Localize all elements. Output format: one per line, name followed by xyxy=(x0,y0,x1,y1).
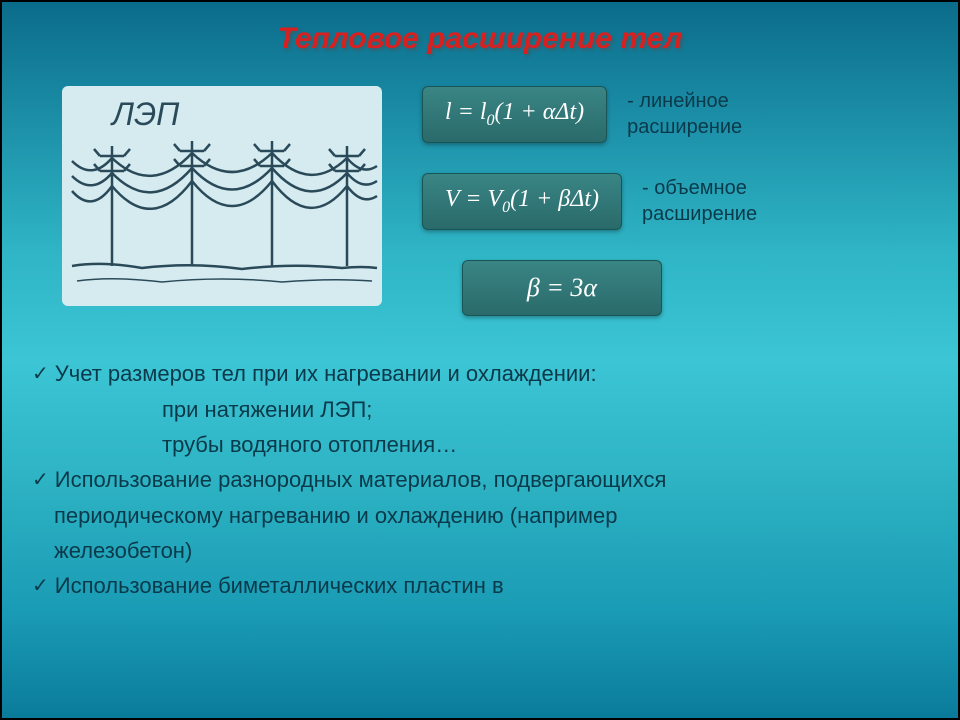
check-icon: ✓ xyxy=(32,462,49,498)
formula-linear: l = l0(1 + αΔt) xyxy=(422,86,607,143)
slide-title: Тепловое расширение тел xyxy=(2,2,958,56)
check-icon: ✓ xyxy=(32,568,49,604)
bullet-1: ✓ Учет размеров тел при их нагревании и … xyxy=(32,356,928,392)
upper-section: ЛЭП xyxy=(2,86,958,316)
bullet-list: ✓ Учет размеров тел при их нагревании и … xyxy=(2,356,958,605)
label-volume: - объемное расширение xyxy=(642,175,757,227)
formula-volume: V = V0(1 + βΔt) xyxy=(422,173,622,230)
bullet-3: ✓ Использование биметаллических пластин … xyxy=(32,568,928,604)
bullet-1-sub1: при натяжении ЛЭП; xyxy=(32,392,928,427)
bullet-2-line3: железобетон) xyxy=(32,533,928,568)
formulas-column: l = l0(1 + αΔt) - линейное расширение V … xyxy=(382,86,928,316)
label-linear: - линейное расширение xyxy=(627,88,742,140)
formula-row-volume: V = V0(1 + βΔt) - объемное расширение xyxy=(422,173,928,230)
power-lines-svg xyxy=(62,86,382,306)
bullet-2: ✓ Использование разнородных материалов, … xyxy=(32,462,928,498)
lep-diagram: ЛЭП xyxy=(62,86,382,306)
bullet-2-line2: периодическому нагреванию и охлаждению (… xyxy=(32,498,928,533)
check-icon: ✓ xyxy=(32,356,49,392)
formula-row-linear: l = l0(1 + αΔt) - линейное расширение xyxy=(422,86,928,143)
formula-relation: β = 3α xyxy=(462,260,662,316)
bullet-1-sub2: трубы водяного отопления… xyxy=(32,427,928,462)
lep-label: ЛЭП xyxy=(112,96,179,133)
formula-row-relation: β = 3α xyxy=(422,260,928,316)
